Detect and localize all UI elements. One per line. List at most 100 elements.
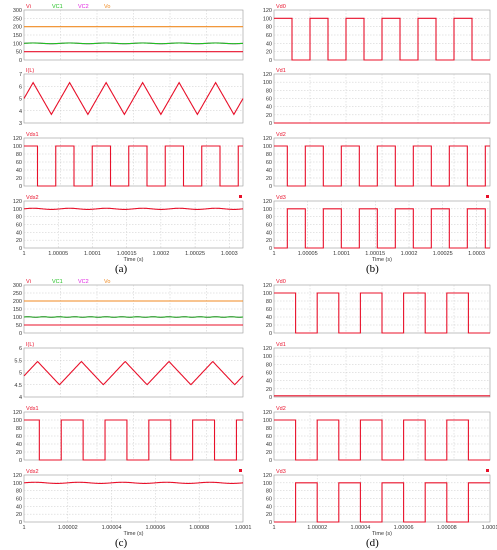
ytick-a4-6: 120 xyxy=(13,199,22,205)
ytick-c1-4: 200 xyxy=(13,299,22,305)
series-d3-Vd2 xyxy=(274,419,490,461)
xtick-d4-5: 1.0001 xyxy=(482,525,497,531)
legend-c3-0: Vds1 xyxy=(26,406,39,412)
ytick-b4-0: 0 xyxy=(269,246,272,252)
xtick-c4-5: 1.0001 xyxy=(235,525,252,531)
ytick-c1-2: 100 xyxy=(13,315,22,321)
legend-b1-0: Vd0 xyxy=(276,4,286,10)
ytick-b2-2: 40 xyxy=(266,105,272,111)
ytick-a1-0: 0 xyxy=(19,58,22,64)
marker-c4 xyxy=(239,469,242,472)
ytick-c4-4: 80 xyxy=(16,489,22,495)
ytick-a1-4: 200 xyxy=(13,25,22,31)
ytick-a3-6: 120 xyxy=(13,136,22,142)
ytick-d3-4: 80 xyxy=(266,426,272,432)
ytick-b3-0: 0 xyxy=(269,184,272,190)
series-c4-Vds2 xyxy=(23,481,244,484)
ytick-d2-5: 100 xyxy=(263,354,272,360)
ytick-a3-1: 20 xyxy=(16,176,22,182)
ytick-b2-1: 20 xyxy=(266,113,272,119)
marker-a4 xyxy=(239,195,242,198)
legend-d4-0: Vd3 xyxy=(276,469,286,475)
ytick-b1-2: 40 xyxy=(266,41,272,47)
ytick-d2-3: 60 xyxy=(266,371,272,377)
ytick-b2-4: 80 xyxy=(266,88,272,94)
ytick-a4-2: 40 xyxy=(16,230,22,236)
ytick-b1-3: 60 xyxy=(266,33,272,39)
ytick-d4-1: 20 xyxy=(266,512,272,518)
ytick-d1-5: 100 xyxy=(263,291,272,297)
series-a2-I(L) xyxy=(23,81,244,116)
caption-c: (c) xyxy=(115,537,128,549)
xlabel-a4: Time (s) xyxy=(124,257,144,263)
ytick-b3-2: 40 xyxy=(266,168,272,174)
ytick-c2-3: 5.5 xyxy=(14,358,22,364)
ytick-b4-4: 80 xyxy=(266,215,272,221)
ytick-a2-4: 7 xyxy=(19,72,22,78)
legend-a1-0: Vi xyxy=(26,4,31,10)
ytick-b4-1: 20 xyxy=(266,238,272,244)
xtick-b4-0: 1 xyxy=(272,251,275,257)
series-b4-Vd3 xyxy=(274,208,490,249)
ytick-c4-5: 100 xyxy=(13,481,22,487)
ytick-c3-1: 20 xyxy=(16,450,22,456)
xtick-c4-1: 1.00002 xyxy=(58,525,78,531)
xtick-a4-2: 1.0001 xyxy=(84,251,101,257)
ytick-d1-1: 20 xyxy=(266,323,272,329)
legend-c1-2: VC2 xyxy=(78,279,89,285)
xtick-a4-6: 1.0003 xyxy=(221,251,238,257)
legend-d3-0: Vd2 xyxy=(276,406,286,412)
ytick-a3-4: 80 xyxy=(16,152,22,158)
legend-a1-2: VC2 xyxy=(78,4,89,10)
ytick-b2-0: 0 xyxy=(269,121,272,127)
legend-d1-0: Vd0 xyxy=(276,279,286,285)
xtick-b4-4: 1.0002 xyxy=(401,251,418,257)
legend-b2-0: Vd1 xyxy=(276,68,286,74)
xtick-a4-1: 1.00005 xyxy=(48,251,68,257)
legend-a1-1: VC1 xyxy=(52,4,63,10)
ytick-b3-4: 80 xyxy=(266,152,272,158)
ytick-a4-1: 20 xyxy=(16,238,22,244)
xlabel-c4: Time (s) xyxy=(124,531,144,537)
ytick-c3-5: 100 xyxy=(13,418,22,424)
series-c3-Vds1 xyxy=(24,419,243,461)
ytick-b4-5: 100 xyxy=(263,207,272,213)
ytick-b2-5: 100 xyxy=(263,80,272,86)
xtick-a4-5: 1.00025 xyxy=(185,251,205,257)
ytick-d1-4: 80 xyxy=(266,299,272,305)
legend-c1-1: VC1 xyxy=(52,279,63,285)
ytick-a1-3: 150 xyxy=(13,33,22,39)
ytick-c3-4: 80 xyxy=(16,426,22,432)
series-c2-I(L) xyxy=(23,360,244,386)
ytick-b2-3: 60 xyxy=(266,97,272,103)
ytick-c2-4: 6 xyxy=(19,346,22,352)
ytick-b4-6: 120 xyxy=(263,199,272,205)
ytick-c3-3: 60 xyxy=(16,434,22,440)
legend-c4-0: Vds2 xyxy=(26,469,39,475)
legend-c1-0: Vi xyxy=(26,279,31,285)
ytick-a4-0: 0 xyxy=(19,246,22,252)
ytick-a2-0: 3 xyxy=(19,121,22,127)
ytick-d1-0: 0 xyxy=(269,331,272,337)
ytick-b4-2: 40 xyxy=(266,230,272,236)
xtick-c4-3: 1.00006 xyxy=(145,525,165,531)
ytick-c4-3: 60 xyxy=(16,497,22,503)
series-b3-Vd2 xyxy=(274,145,490,187)
ytick-b3-1: 20 xyxy=(266,176,272,182)
ytick-c2-1: 4.5 xyxy=(14,383,22,389)
ytick-b1-5: 100 xyxy=(263,16,272,22)
caption-d: (d) xyxy=(366,537,379,549)
ytick-a2-1: 4 xyxy=(19,109,22,115)
ytick-d1-3: 60 xyxy=(266,307,272,313)
ytick-b3-5: 100 xyxy=(263,144,272,150)
xtick-d4-3: 1.00006 xyxy=(394,525,414,531)
ytick-c3-6: 120 xyxy=(13,410,22,416)
ytick-c2-2: 5 xyxy=(19,371,22,377)
ytick-d2-4: 80 xyxy=(266,362,272,368)
ytick-d4-4: 80 xyxy=(266,489,272,495)
ytick-a4-4: 80 xyxy=(16,215,22,221)
ytick-c3-2: 40 xyxy=(16,442,22,448)
ytick-c4-2: 40 xyxy=(16,504,22,510)
ytick-d3-1: 20 xyxy=(266,450,272,456)
